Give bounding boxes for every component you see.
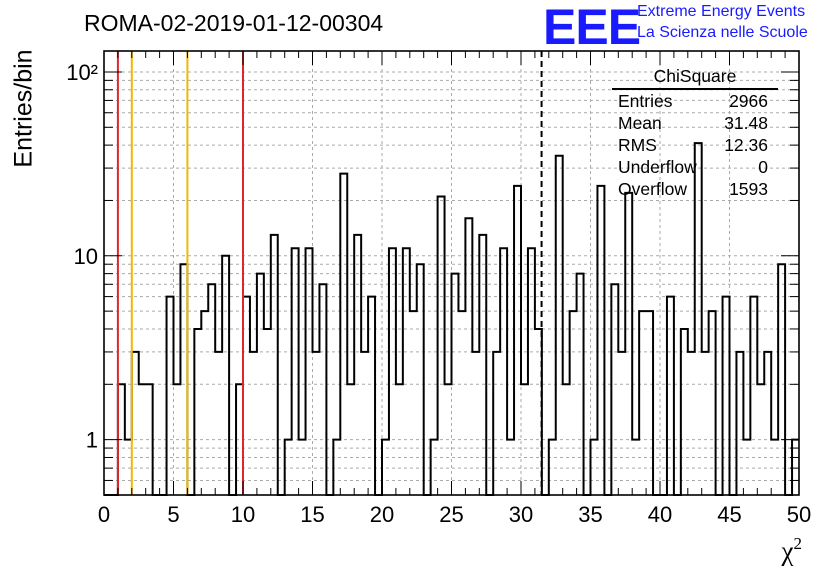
brand-line-2: La Scienza nelle Scuole bbox=[637, 24, 808, 41]
stats-row-underflow: Underflow 0 bbox=[612, 156, 778, 178]
eee-logo: EEE bbox=[543, 0, 641, 55]
x-tick-label: 20 bbox=[370, 502, 394, 527]
y-axis-title: Entries/bin bbox=[9, 49, 38, 168]
y-tick-label: 1 bbox=[86, 428, 98, 453]
x-axis-title-exponent: 2 bbox=[793, 534, 803, 553]
x-tick-label: 30 bbox=[509, 502, 533, 527]
x-tick-label: 0 bbox=[98, 502, 110, 527]
tick-labels: 0 5 10 15 20 25 30 35 40 45 50 1 10 10² bbox=[66, 60, 811, 527]
x-tick-label: 25 bbox=[439, 502, 463, 527]
x-tick-label: 5 bbox=[167, 502, 179, 527]
y-tick-label: 10² bbox=[66, 60, 98, 85]
x-tick-label: 35 bbox=[578, 502, 602, 527]
stats-label: Mean bbox=[618, 113, 662, 133]
reference-lines bbox=[116, 51, 543, 495]
x-tick-label: 45 bbox=[717, 502, 741, 527]
run-title: ROMA-02-2019-01-12-00304 bbox=[84, 10, 384, 36]
axis-ticks bbox=[103, 51, 800, 496]
stats-title: ChiSquare bbox=[612, 66, 778, 90]
y-tick-label: 10 bbox=[74, 244, 98, 269]
stats-row-rms: RMS 12.36 bbox=[612, 134, 778, 156]
stats-row-mean: Mean 31.48 bbox=[612, 112, 778, 134]
stats-value: 0 bbox=[758, 157, 768, 177]
brand-line-1: Extreme Energy Events bbox=[637, 3, 806, 20]
stats-label: RMS bbox=[618, 135, 657, 155]
histogram-steps bbox=[104, 142, 799, 496]
stats-value: 1593 bbox=[729, 179, 768, 199]
stats-label: Underflow bbox=[618, 157, 697, 177]
x-tick-label: 15 bbox=[300, 502, 324, 527]
stats-row-overflow: Overflow 1593 bbox=[612, 178, 778, 200]
stats-label: Entries bbox=[618, 91, 673, 111]
stats-value: 12.36 bbox=[724, 135, 768, 155]
stats-value: 2966 bbox=[729, 91, 768, 111]
stats-box: ChiSquare Entries 2966 Mean 31.48 RMS 12.36… bbox=[612, 66, 778, 200]
x-axis-title: χ2 bbox=[782, 534, 802, 567]
stats-label: Overflow bbox=[618, 179, 688, 199]
stats-value: 31.48 bbox=[724, 113, 768, 133]
x-tick-label: 50 bbox=[787, 502, 811, 527]
x-tick-label: 10 bbox=[231, 502, 255, 527]
stats-row-entries: Entries 2966 bbox=[612, 90, 778, 112]
x-tick-label: 40 bbox=[648, 502, 672, 527]
histogram-path bbox=[104, 142, 799, 496]
x-axis-title-symbol: χ bbox=[781, 536, 794, 566]
